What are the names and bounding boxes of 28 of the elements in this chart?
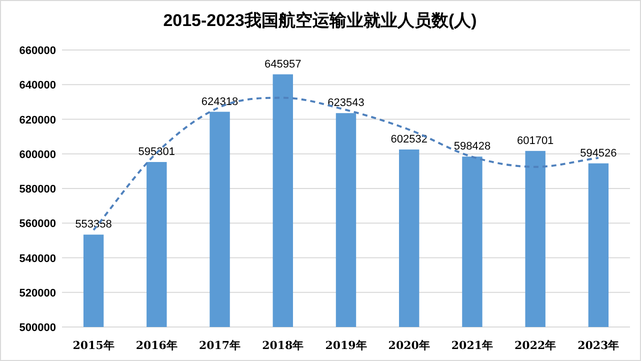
x-tick-label: 2017年 [198,339,241,352]
y-tick-label: 640000 [19,80,56,92]
x-tick-label: 2021年 [451,339,494,352]
data-label: 623543 [328,97,364,110]
y-tick-label: 660000 [19,45,56,57]
y-tick-label: 580000 [19,184,56,196]
y-tick-label: 620000 [19,114,56,126]
data-label: 595301 [138,146,176,158]
y-tick-label: 500000 [19,322,56,334]
title: 2015-2023我国航空运输业就业人员数(人) [163,11,477,30]
x-tick-label: 2018年 [262,339,304,352]
x-tick-label: 2015年 [72,339,114,352]
x-tick-label: 2022年 [514,339,556,352]
data-label: 624318 [201,96,238,108]
data-label: 645957 [264,58,302,70]
data-label: 602532 [390,133,428,146]
y-tick-label: 520000 [19,287,56,300]
data-label: 598428 [454,140,491,153]
x-tick-label: 2023年 [578,339,620,352]
y-tick-label: 560000 [19,218,56,230]
x-tick-label: 2019年 [325,339,367,352]
y-tick-label: 600000 [19,148,56,161]
data-label: 594526 [580,147,617,160]
data-label: 601701 [516,134,554,147]
data-label: 553358 [75,218,112,231]
x-tick-label: 2016年 [136,339,178,352]
x-tick-label: 2020年 [388,339,430,352]
y-tick-label: 540000 [19,252,56,265]
